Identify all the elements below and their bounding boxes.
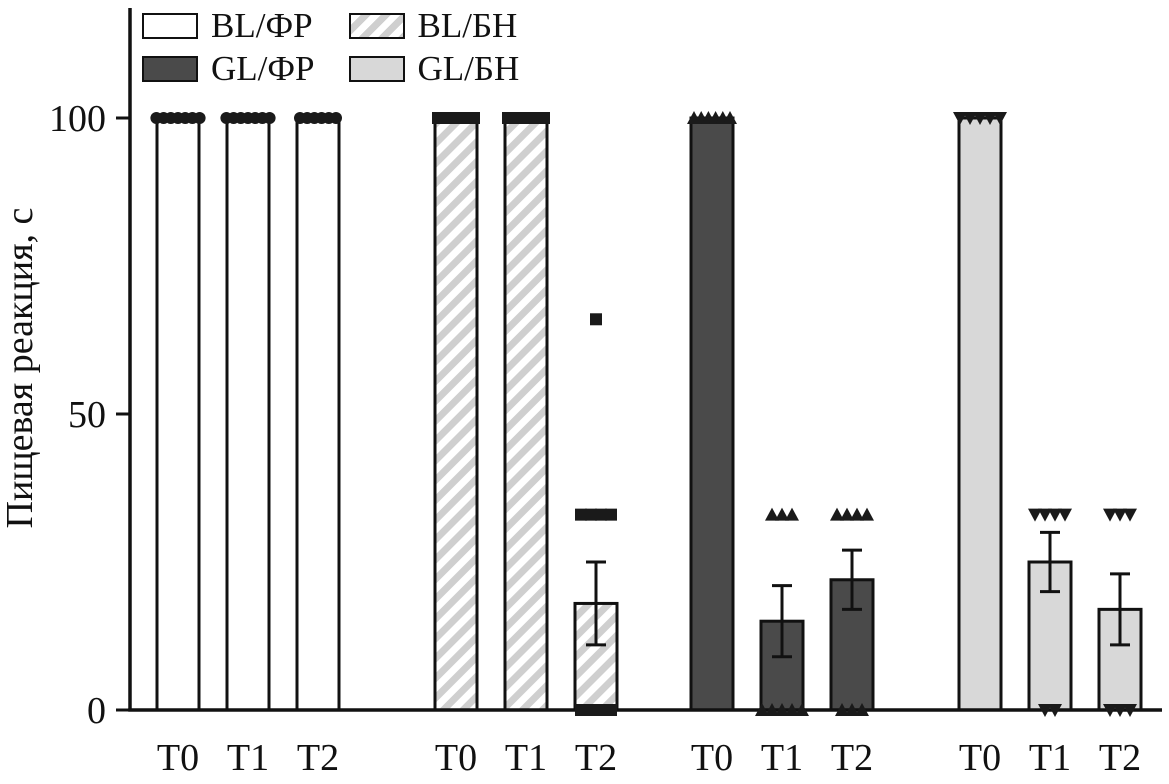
data-point-triangle-up xyxy=(860,507,874,521)
legend-item: GL/ФР xyxy=(142,51,315,86)
x-tick-label: T0 xyxy=(959,737,1001,779)
legend-label: BL/БН xyxy=(417,6,518,45)
data-point-triangle-down xyxy=(963,112,977,125)
legend-swatch xyxy=(348,12,405,39)
x-tick-label: T0 xyxy=(691,737,733,779)
data-point-triangle-down xyxy=(1103,704,1117,717)
x-tick-label: T0 xyxy=(435,737,477,779)
data-point-triangle-down xyxy=(1113,508,1127,522)
x-tick-label: T2 xyxy=(297,737,339,779)
bar xyxy=(689,116,735,712)
x-tick-label: T1 xyxy=(1029,737,1071,779)
data-point-triangle-down xyxy=(1123,704,1137,717)
bar xyxy=(957,116,1003,712)
data-point-square xyxy=(595,508,607,521)
data-point-triangle-down xyxy=(1028,508,1042,522)
data-point-square xyxy=(585,508,597,521)
x-tick-label: T2 xyxy=(1099,737,1141,779)
x-tick-label: T1 xyxy=(227,737,269,779)
data-point-square xyxy=(585,704,597,716)
x-tick-label: T2 xyxy=(575,737,617,779)
data-point-square xyxy=(590,313,602,326)
data-point-triangle-down xyxy=(973,112,987,125)
x-tick-label: T1 xyxy=(761,737,803,779)
legend-item: BL/БН xyxy=(348,6,520,45)
data-point-triangle-up xyxy=(775,507,789,521)
data-point-square xyxy=(575,508,587,521)
data-point-triangle-down xyxy=(1123,508,1137,522)
data-point-triangle-up xyxy=(775,703,789,716)
legend-label: GL/ФР xyxy=(211,49,315,88)
y-tick-label: 50 xyxy=(68,394,106,436)
y-tick-label: 0 xyxy=(87,690,106,732)
data-point-square xyxy=(468,112,480,124)
data-point-triangle-up xyxy=(785,703,799,716)
data-point-triangle-up xyxy=(845,703,859,716)
data-point-square xyxy=(575,704,587,716)
data-point-triangle-down xyxy=(953,112,967,125)
data-point-square xyxy=(595,704,607,716)
bar xyxy=(155,116,201,712)
legend-swatch xyxy=(142,55,198,82)
data-point-triangle-up xyxy=(830,507,844,521)
data-point-triangle-up xyxy=(785,507,799,521)
data-point-triangle-up xyxy=(855,703,869,716)
data-point-square xyxy=(605,704,617,716)
x-tick-label: T1 xyxy=(505,737,547,779)
data-point-triangle-down xyxy=(1103,508,1117,522)
y-tick-label: 100 xyxy=(49,98,106,140)
bar xyxy=(1027,560,1073,712)
data-point-triangle-down xyxy=(1113,704,1127,717)
data-point-triangle-up xyxy=(755,703,769,716)
bar xyxy=(433,116,479,712)
bar xyxy=(503,116,549,712)
legend-label: BL/ФР xyxy=(211,6,313,45)
data-point-square xyxy=(538,112,550,124)
data-point-triangle-down xyxy=(1038,508,1052,522)
chart-legend: BL/ФР BL/БН GL/ФР GL/БН xyxy=(142,8,519,86)
data-point-triangle-down xyxy=(1048,508,1062,522)
data-point-triangle-down xyxy=(1058,508,1072,522)
data-point-triangle-up xyxy=(850,507,864,521)
data-point-square xyxy=(605,508,617,521)
data-point-triangle-down xyxy=(993,112,1007,125)
legend-item: BL/ФР xyxy=(142,8,315,43)
x-tick-label: T0 xyxy=(157,737,199,779)
data-point-circle xyxy=(263,112,276,124)
legend-item: GL/БН xyxy=(348,49,520,88)
data-point-triangle-up xyxy=(723,111,737,124)
data-point-triangle-up xyxy=(840,507,854,521)
legend-swatch xyxy=(348,55,405,82)
bar xyxy=(225,116,271,712)
data-point-triangle-up xyxy=(835,703,849,716)
bar xyxy=(295,116,341,712)
data-point-triangle-down xyxy=(983,112,997,125)
x-tick-label: T2 xyxy=(831,737,873,779)
legend-label: GL/БН xyxy=(417,49,520,88)
data-point-triangle-up xyxy=(765,507,779,521)
data-point-triangle-down xyxy=(1048,704,1062,717)
data-point-circle xyxy=(193,112,206,124)
data-point-circle xyxy=(330,112,342,124)
legend-swatch xyxy=(142,12,198,39)
y-axis-title: Пищевая реакция, с xyxy=(0,208,41,529)
data-point-triangle-up xyxy=(765,703,779,716)
data-point-triangle-up xyxy=(795,703,809,716)
data-point-triangle-down xyxy=(1038,704,1052,717)
